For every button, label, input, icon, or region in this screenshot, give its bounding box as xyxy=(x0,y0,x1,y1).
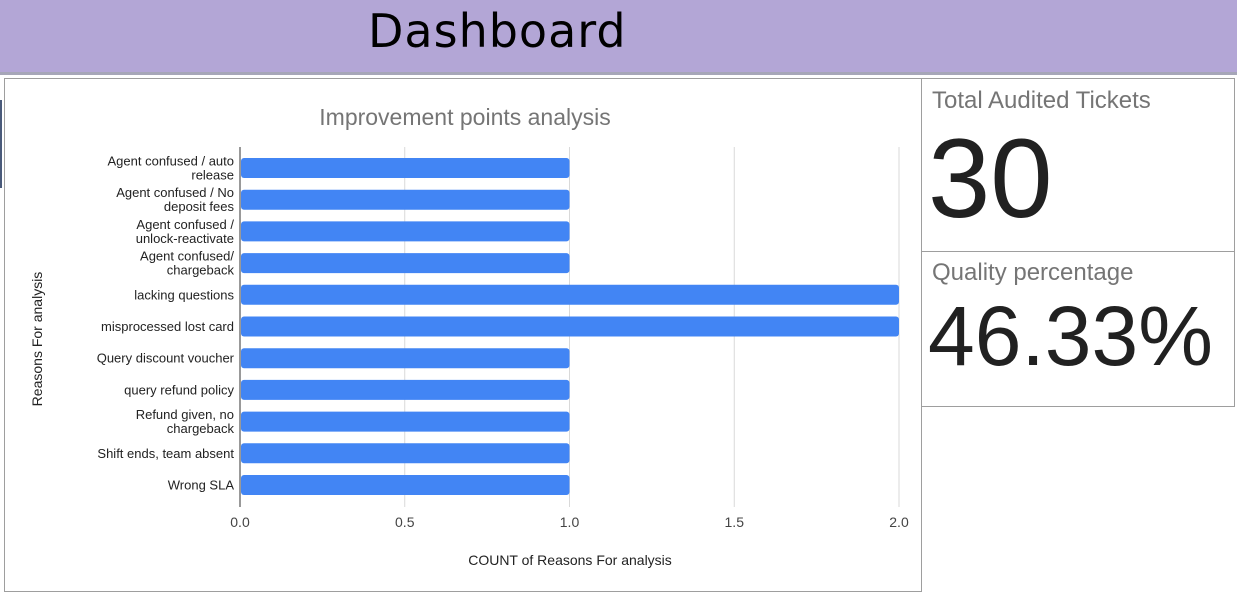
dashboard-header: Dashboard xyxy=(0,0,1237,75)
bar[interactable] xyxy=(241,284,899,305)
bar[interactable] xyxy=(241,379,570,400)
page-title: Dashboard xyxy=(368,4,627,58)
category-label: Refund given, no chargeback xyxy=(136,407,235,436)
total-audited-tickets-card: Total Audited Tickets 30 xyxy=(921,78,1235,252)
quality-percentage-label: Quality percentage xyxy=(932,259,1134,286)
bar[interactable] xyxy=(241,158,570,178)
category-label: lacking questions xyxy=(134,287,234,302)
x-axis-title: COUNT of Reasons For analysis xyxy=(468,552,672,568)
bar[interactable] xyxy=(241,221,570,242)
bar[interactable] xyxy=(241,348,570,369)
bar[interactable] xyxy=(241,443,570,464)
x-tick-labels: 0.0 0.5 1.0 1.5 2.0 xyxy=(230,514,909,530)
category-label: Wrong SLA xyxy=(168,478,235,493)
category-label: Shift ends, team absent xyxy=(97,446,234,461)
category-label: query refund policy xyxy=(124,382,234,397)
quality-percentage-value: 46.33% xyxy=(928,289,1213,383)
x-tick-label: 0.0 xyxy=(230,514,250,530)
x-tick-label: 0.5 xyxy=(395,514,415,530)
bar[interactable] xyxy=(241,189,570,210)
x-tick-label: 1.5 xyxy=(725,514,745,530)
category-label: Agent confused / No deposit fees xyxy=(116,185,234,214)
left-edge-marker xyxy=(0,100,2,188)
bar[interactable] xyxy=(241,253,570,274)
chart-title: Improvement points analysis xyxy=(319,104,610,130)
bars xyxy=(241,158,899,495)
category-label: Agent confused/chargeback xyxy=(140,249,234,278)
category-label: Query discount voucher xyxy=(97,351,235,366)
category-label: misprocessed lost card xyxy=(101,319,234,334)
total-audited-tickets-label: Total Audited Tickets xyxy=(932,87,1151,114)
category-label: Agent confused / unlock-reactivate xyxy=(136,217,235,246)
bar[interactable] xyxy=(241,411,570,432)
y-axis-title: Reasons For analysis xyxy=(29,272,45,407)
quality-percentage-card: Quality percentage 46.33% xyxy=(921,251,1235,407)
total-audited-tickets-value: 30 xyxy=(928,116,1053,241)
improvement-bar-chart: Improvement points analysis Agent confus… xyxy=(29,104,909,568)
bar[interactable] xyxy=(241,316,899,337)
improvement-chart-panel: Improvement points analysis Agent confus… xyxy=(4,78,922,592)
x-tick-label: 2.0 xyxy=(889,514,909,530)
bar[interactable] xyxy=(241,475,570,495)
category-label: Agent confused / auto release xyxy=(108,154,234,183)
x-tick-label: 1.0 xyxy=(560,514,580,530)
